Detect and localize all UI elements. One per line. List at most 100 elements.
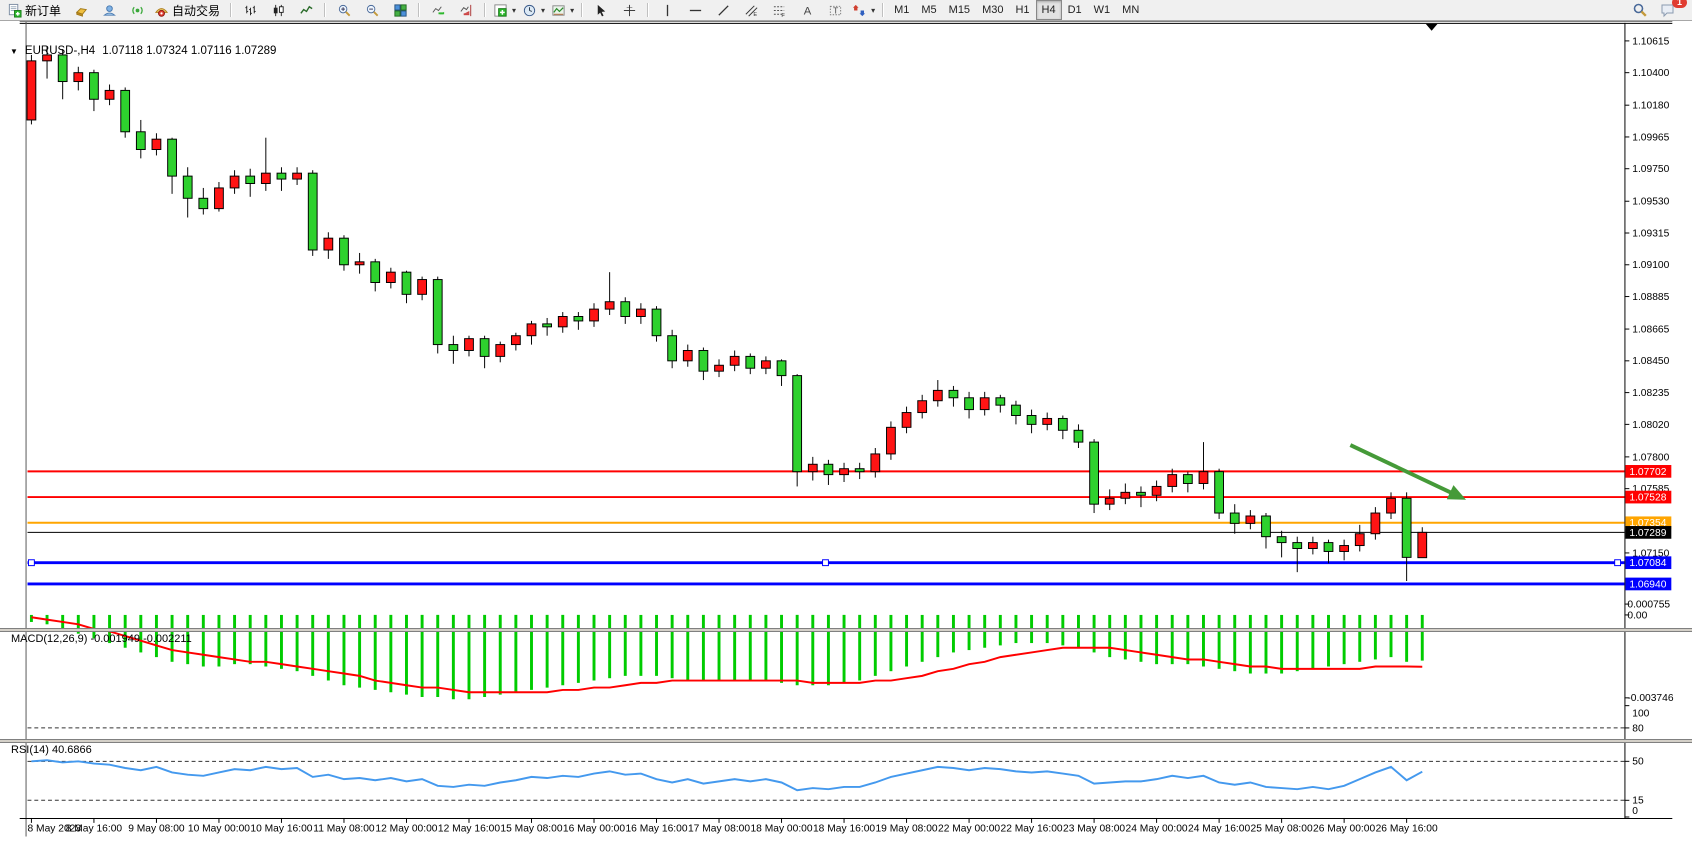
new-order-icon — [8, 3, 22, 18]
symbol-menu-arrow-icon[interactable]: ▼ — [10, 46, 18, 56]
timeframe-MN[interactable]: MN — [1122, 4, 1140, 16]
hline-selection-handle[interactable] — [822, 559, 829, 567]
signals-button[interactable] — [123, 0, 151, 20]
price-badge-label: 1.07702 — [1629, 467, 1666, 478]
time-label[interactable]: 10 May 16:00 — [250, 824, 312, 835]
chart-shift-marker[interactable] — [1425, 23, 1438, 31]
notifications-button[interactable]: 1 — [1654, 0, 1687, 20]
pane-splitter-macd[interactable] — [0, 628, 1692, 632]
chart-shift-icon — [460, 4, 471, 16]
equidistant-channel-icon: E — [745, 4, 758, 18]
candle — [886, 426, 896, 455]
time-label[interactable]: 11 May 08:00 — [313, 824, 375, 835]
candle — [245, 175, 256, 184]
chart-shift-button[interactable] — [452, 0, 480, 20]
time-label[interactable]: 8 May 16:00 — [66, 824, 123, 835]
candle — [89, 72, 99, 100]
gold-button[interactable] — [67, 0, 95, 20]
chart-plot-area[interactable] — [28, 24, 1625, 594]
time-label[interactable]: 22 May 16:00 — [1001, 824, 1063, 835]
timeframe-M5[interactable]: M5 — [921, 4, 937, 16]
crosshair-tool-button[interactable] — [615, 0, 643, 20]
time-label[interactable]: 12 May 00:00 — [375, 824, 437, 835]
candle — [979, 397, 990, 411]
trend-arrow-annotation[interactable] — [1349, 443, 1459, 498]
fibonacci-icon: F — [773, 5, 785, 18]
arrows-dropdown-button[interactable]: ▾ — [849, 0, 878, 20]
chart-candles-button[interactable] — [264, 0, 292, 20]
fibonacci-tool-button[interactable]: F — [765, 0, 793, 20]
chart-canvas[interactable]: 1.10615 1.10400 1.10180 1.09965 1.09750 1.095… — [0, 20, 1692, 859]
zoom-in-button[interactable] — [330, 0, 358, 20]
pane-splitter-rsi[interactable] — [0, 739, 1692, 743]
time-label[interactable]: 25 May 08:00 — [1251, 824, 1313, 835]
trendline-tool-button[interactable] — [709, 0, 737, 20]
trend-arrow-head — [1446, 485, 1467, 500]
text-icon: A — [803, 5, 811, 17]
autotrading-button[interactable]: 自动交易 — [151, 0, 226, 20]
cursor-tool-button[interactable] — [587, 0, 615, 20]
time-label[interactable]: 26 May 00:00 — [1313, 824, 1375, 835]
time-label[interactable]: 22 May 00:00 — [938, 824, 1000, 835]
time-label[interactable]: 24 May 16:00 — [1188, 824, 1250, 835]
time-label[interactable]: 18 May 16:00 — [813, 824, 875, 835]
timeframe-D1[interactable]: D1 — [1067, 4, 1082, 16]
auto-scroll-button[interactable] — [424, 0, 452, 20]
candle — [620, 301, 631, 317]
price-tick-label: 1.07150 — [1632, 548, 1669, 559]
price-tick-label: 1.08020 — [1632, 420, 1669, 431]
candle — [1370, 512, 1381, 535]
chart-bars-button[interactable] — [236, 0, 264, 20]
candle — [792, 375, 803, 473]
price-badge-label: 1.07354 — [1629, 518, 1666, 529]
search-icon — [1633, 3, 1647, 17]
candle — [1386, 497, 1396, 514]
text-label-tool-button[interactable]: T — [821, 0, 849, 20]
timeframe-M30[interactable]: M30 — [982, 4, 1004, 16]
text-tool-button[interactable]: A — [793, 0, 821, 20]
community-icon — [102, 4, 116, 16]
candle — [1057, 417, 1068, 431]
time-label[interactable]: 10 May 00:00 — [188, 824, 250, 835]
price-tick-label: 1.09530 — [1632, 197, 1669, 208]
zoom-out-button[interactable] — [358, 0, 386, 20]
time-label[interactable]: 17 May 08:00 — [688, 824, 750, 835]
timeframe-W1[interactable]: W1 — [1093, 4, 1111, 16]
community-button[interactable] — [95, 0, 123, 20]
time-label[interactable]: 23 May 08:00 — [1063, 824, 1125, 835]
equidistant-channel-tool-button[interactable]: E — [737, 0, 765, 20]
time-label[interactable]: 8 May 2023 — [28, 824, 82, 835]
time-label[interactable]: 18 May 00:00 — [750, 824, 812, 835]
vertical-line-tool-button[interactable] — [653, 0, 681, 20]
new-order-button[interactable]: 新订单 — [4, 0, 67, 20]
templates-dropdown-button[interactable]: ▾ — [548, 0, 577, 20]
horizontal-line-tool-button[interactable] — [681, 0, 709, 20]
line-chart-icon — [299, 5, 313, 14]
candle — [1323, 542, 1334, 552]
time-label[interactable]: 24 May 00:00 — [1126, 824, 1188, 835]
timeframe-H1[interactable]: H1 — [1015, 4, 1030, 16]
time-label[interactable]: 16 May 00:00 — [563, 824, 625, 835]
search-button[interactable] — [1626, 0, 1654, 20]
candle — [1354, 533, 1365, 547]
time-label[interactable]: 16 May 16:00 — [625, 824, 687, 835]
time-label[interactable]: 26 May 16:00 — [1376, 824, 1438, 835]
macd-indicator-label: MACD(12,26,9) -0.001949 -0.002211 — [11, 633, 192, 645]
tile-windows-button[interactable] — [386, 0, 414, 20]
time-label[interactable]: 9 May 08:00 — [128, 824, 185, 835]
timeframe-M15[interactable]: M15 — [948, 4, 971, 16]
timeframe-H4[interactable]: H4 — [1035, 0, 1062, 20]
time-label[interactable]: 12 May 16:00 — [438, 824, 500, 835]
periods-dropdown-button[interactable]: ▾ — [519, 0, 548, 20]
timeframe-M1[interactable]: M1 — [894, 4, 910, 16]
hline-selection-handle[interactable] — [1614, 559, 1622, 567]
candle — [698, 349, 709, 372]
chart-line-button[interactable] — [292, 0, 320, 20]
time-label[interactable]: 15 May 08:00 — [500, 824, 562, 835]
indicators-dropdown-button[interactable]: ▾ — [490, 0, 519, 20]
time-label[interactable]: 19 May 08:00 — [875, 824, 937, 835]
candle — [510, 335, 521, 346]
candle — [1261, 515, 1271, 538]
hline-selection-handle[interactable] — [27, 559, 35, 567]
